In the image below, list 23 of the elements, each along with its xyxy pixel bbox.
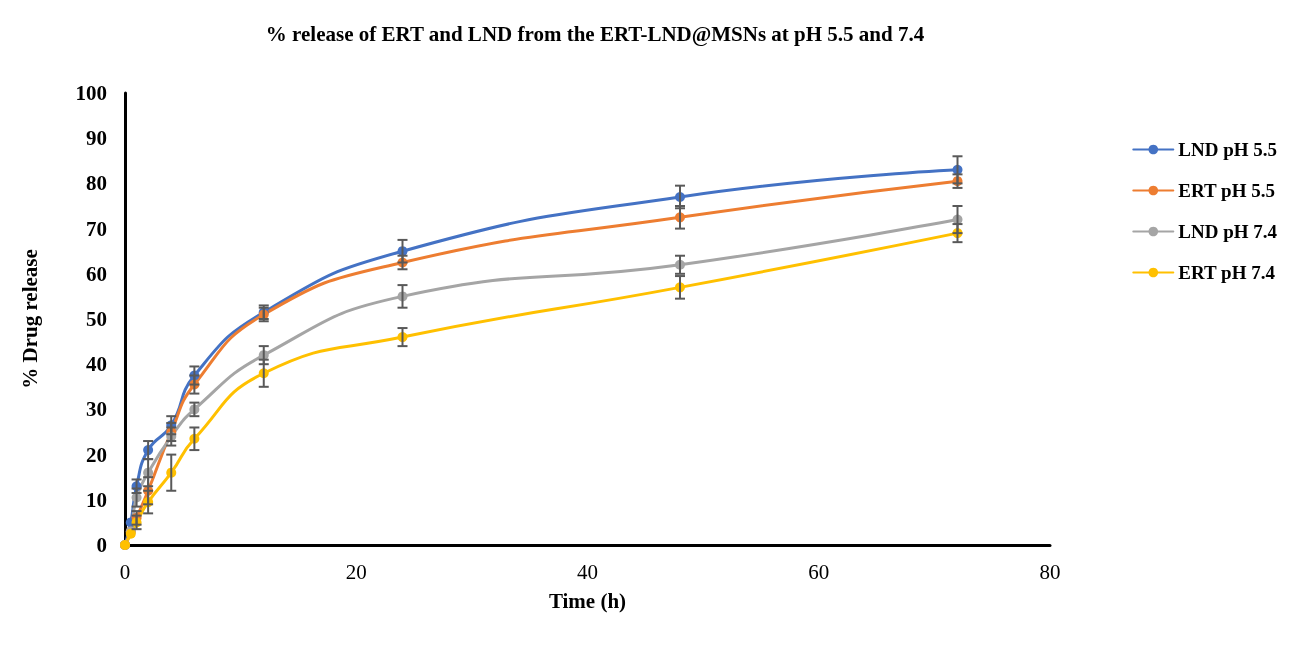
chart-title: % release of ERT and LND from the ERT-LND@MSNs at pH 5.5 and 7.4 <box>265 21 925 46</box>
y-axis-title: % Drug release <box>17 249 42 389</box>
y-tick-label: 90 <box>86 126 107 151</box>
legend-label: ERT pH 7.4 <box>1178 262 1276 283</box>
y-tick-label: 10 <box>86 487 107 512</box>
y-tick-label: 40 <box>86 352 107 377</box>
y-tick-label: 60 <box>86 261 107 286</box>
y-tick-label: 0 <box>96 533 107 557</box>
x-axis-title: Time (h) <box>548 588 627 613</box>
x-tick-label: 20 <box>345 559 367 584</box>
y-tick-label: 50 <box>86 307 107 331</box>
x-tick-label: 40 <box>577 559 598 584</box>
x-tick-label: 0 <box>119 559 131 584</box>
legend-label: ERT pH 5.5 <box>1178 180 1275 201</box>
legend-label: LND pH 5.5 <box>1178 139 1278 160</box>
y-tick-label: 30 <box>86 397 107 422</box>
y-tick-label: 100 <box>75 81 107 105</box>
y-tick-label: 80 <box>86 171 107 196</box>
x-tick-label: 60 <box>808 559 830 584</box>
x-tick-label: 80 <box>1039 559 1061 584</box>
legend-label: LND pH 7.4 <box>1178 221 1278 242</box>
y-tick-label: 20 <box>86 442 107 467</box>
y-tick-label: 70 <box>86 216 107 241</box>
